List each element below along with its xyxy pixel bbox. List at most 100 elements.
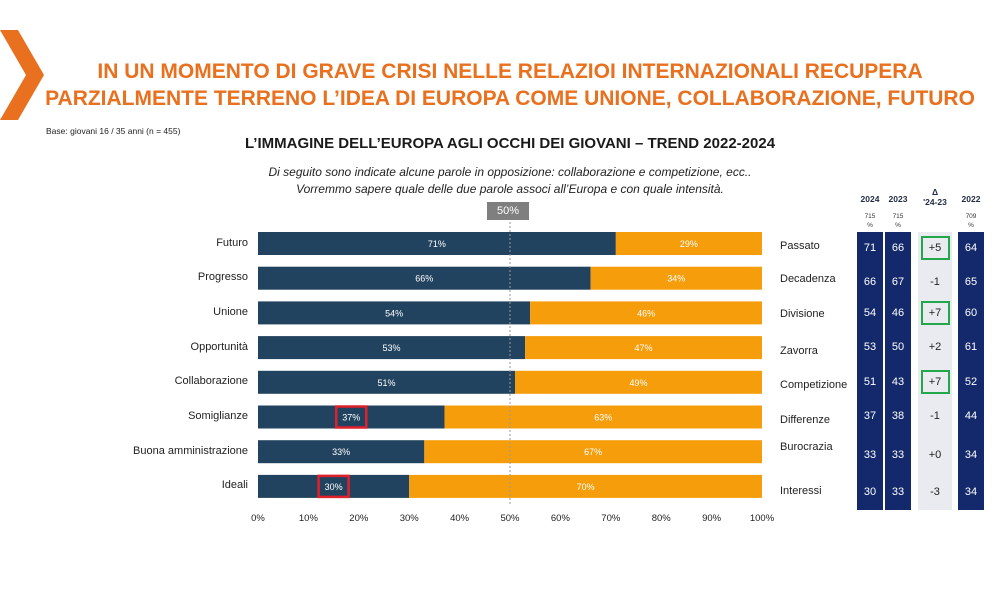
question-text: Di seguito sono indicate alcune parole i… <box>200 164 820 198</box>
category-left-label: Somiglianze <box>188 410 248 422</box>
table-cell-delta: -3 <box>930 486 940 498</box>
bar-right <box>590 266 762 290</box>
bar-right-label: 46% <box>637 308 655 318</box>
category-left-label: Progresso <box>197 271 248 284</box>
bar-right-label: 29% <box>680 239 698 249</box>
table-column-bg <box>885 232 911 510</box>
table-cell-y2024: 54 <box>863 307 877 319</box>
bar-left <box>258 232 616 255</box>
category-left-label: Ideali <box>221 479 248 492</box>
category-left-label: Buona amministrazione <box>133 444 248 457</box>
bar-left <box>258 405 445 429</box>
bar-right <box>424 440 762 464</box>
bar-right-label: 34% <box>667 274 685 284</box>
category-right-label: Zavorra <box>780 344 818 357</box>
category-right-label: Decadenza <box>780 273 836 286</box>
category-left-label: Unione <box>213 305 248 318</box>
chart-subtitle: L’IMMAGINE DELL’EUROPA AGLI OCCHI DEI GI… <box>244 135 776 152</box>
bar-left <box>258 440 425 464</box>
highlight-box <box>334 405 368 429</box>
table-header: 2024 <box>860 194 880 204</box>
delta-highlight-box <box>921 236 950 260</box>
bar-left-label: 51% <box>378 378 396 388</box>
x-tick-label: 80% <box>652 513 672 524</box>
category-right-label: Passato <box>780 239 820 252</box>
table-cell-y2024: 53 <box>863 341 877 353</box>
category-right-label: Divisione <box>780 307 825 320</box>
question-line-1: Di seguito sono indicate alcune parole i… <box>268 165 752 179</box>
table-column-bg <box>958 232 984 510</box>
x-tick-label: 60% <box>551 513 571 524</box>
table-cell-y2022: 60 <box>964 307 978 319</box>
table-header: 2023 <box>888 194 908 204</box>
delta-highlight-box <box>921 370 950 394</box>
table-cell-delta: -1 <box>930 410 940 422</box>
bar-right-label: 63% <box>594 413 612 423</box>
bar-left <box>258 301 531 325</box>
highlight-box <box>317 474 350 499</box>
table-header: Δ '24-23 <box>923 187 947 207</box>
bar-left-label: 53% <box>383 343 401 353</box>
table-cell-y2023: 43 <box>891 376 905 388</box>
category-left-label: Collaborazione <box>174 375 248 388</box>
table-cell-y2022: 34 <box>964 486 978 498</box>
bar-left-label: 37% <box>342 413 360 423</box>
bar-right <box>530 301 762 325</box>
x-tick-label: 70% <box>601 513 621 524</box>
x-tick-label: 90% <box>702 513 722 524</box>
bar-left-label: 54% <box>385 308 403 318</box>
base-note: Base: giovani 16 / 35 anni (n = 455) <box>46 126 181 136</box>
x-tick-label: 100% <box>750 513 775 524</box>
midline-badge: 50% <box>487 202 529 220</box>
table-cell-y2022: 64 <box>964 242 978 254</box>
table-cell-y2024: 33 <box>863 449 877 461</box>
table-subheader: 709 % <box>965 213 977 229</box>
table-cell-y2023: 46 <box>891 307 905 319</box>
bar-right-label: 70% <box>577 482 595 492</box>
headline-line-2: PARZIALMENTE TERRENO L’IDEA DI EUROPA CO… <box>45 87 975 110</box>
headline: IN UN MOMENTO DI GRAVE CRISI NELLE RELAZ… <box>30 58 990 112</box>
x-tick-label: 50% <box>500 513 520 524</box>
x-tick-label: 20% <box>349 513 369 524</box>
table-cell-y2022: 44 <box>964 410 978 422</box>
table-cell-y2023: 66 <box>891 242 905 254</box>
category-left-label: Futuro <box>216 236 248 249</box>
table-cell-y2024: 71 <box>863 242 877 254</box>
table-cell-delta: +2 <box>928 341 942 353</box>
bar-left-label: 66% <box>415 274 433 284</box>
table-cell-y2023: 50 <box>891 341 905 353</box>
table-cell-delta: +7 <box>928 307 942 319</box>
bar-right <box>409 474 762 498</box>
chevron-logo-icon <box>0 30 44 120</box>
table-cell-delta: +7 <box>928 376 942 388</box>
bar-left <box>258 370 516 394</box>
table-cell-delta: +0 <box>928 449 942 461</box>
table-header: 2022 <box>961 194 981 204</box>
table-cell-y2022: 34 <box>964 449 978 461</box>
category-right-label: Differenze <box>780 414 830 426</box>
table-cell-y2024: 66 <box>863 276 877 288</box>
table-subheader: 715 % <box>864 213 876 229</box>
table-cell-y2023: 33 <box>891 486 905 498</box>
bar-left-label: 71% <box>428 239 446 249</box>
table-column-bg <box>857 232 883 510</box>
table-cell-y2023: 67 <box>891 276 905 288</box>
x-tick-label: 10% <box>299 513 319 524</box>
bar-right-label: 67% <box>584 447 602 457</box>
table-cell-delta: -1 <box>930 276 940 288</box>
category-right-label: Burocrazia <box>780 440 833 453</box>
table-cell-y2023: 33 <box>891 449 905 461</box>
question-line-2: Vorremmo sapere quale delle due parole a… <box>296 182 724 196</box>
table-cell-y2024: 37 <box>863 410 877 422</box>
bar-left <box>258 336 526 360</box>
category-left-label: Opportunità <box>190 340 248 353</box>
x-tick-label: 40% <box>450 513 470 524</box>
x-tick-label: 0% <box>251 513 265 524</box>
table-subheader: 715 % <box>892 213 904 229</box>
bar-left <box>258 474 410 498</box>
x-tick-label: 30% <box>400 513 420 524</box>
bar-right <box>615 232 762 255</box>
bar-right <box>515 370 762 394</box>
bar-right <box>444 405 762 429</box>
